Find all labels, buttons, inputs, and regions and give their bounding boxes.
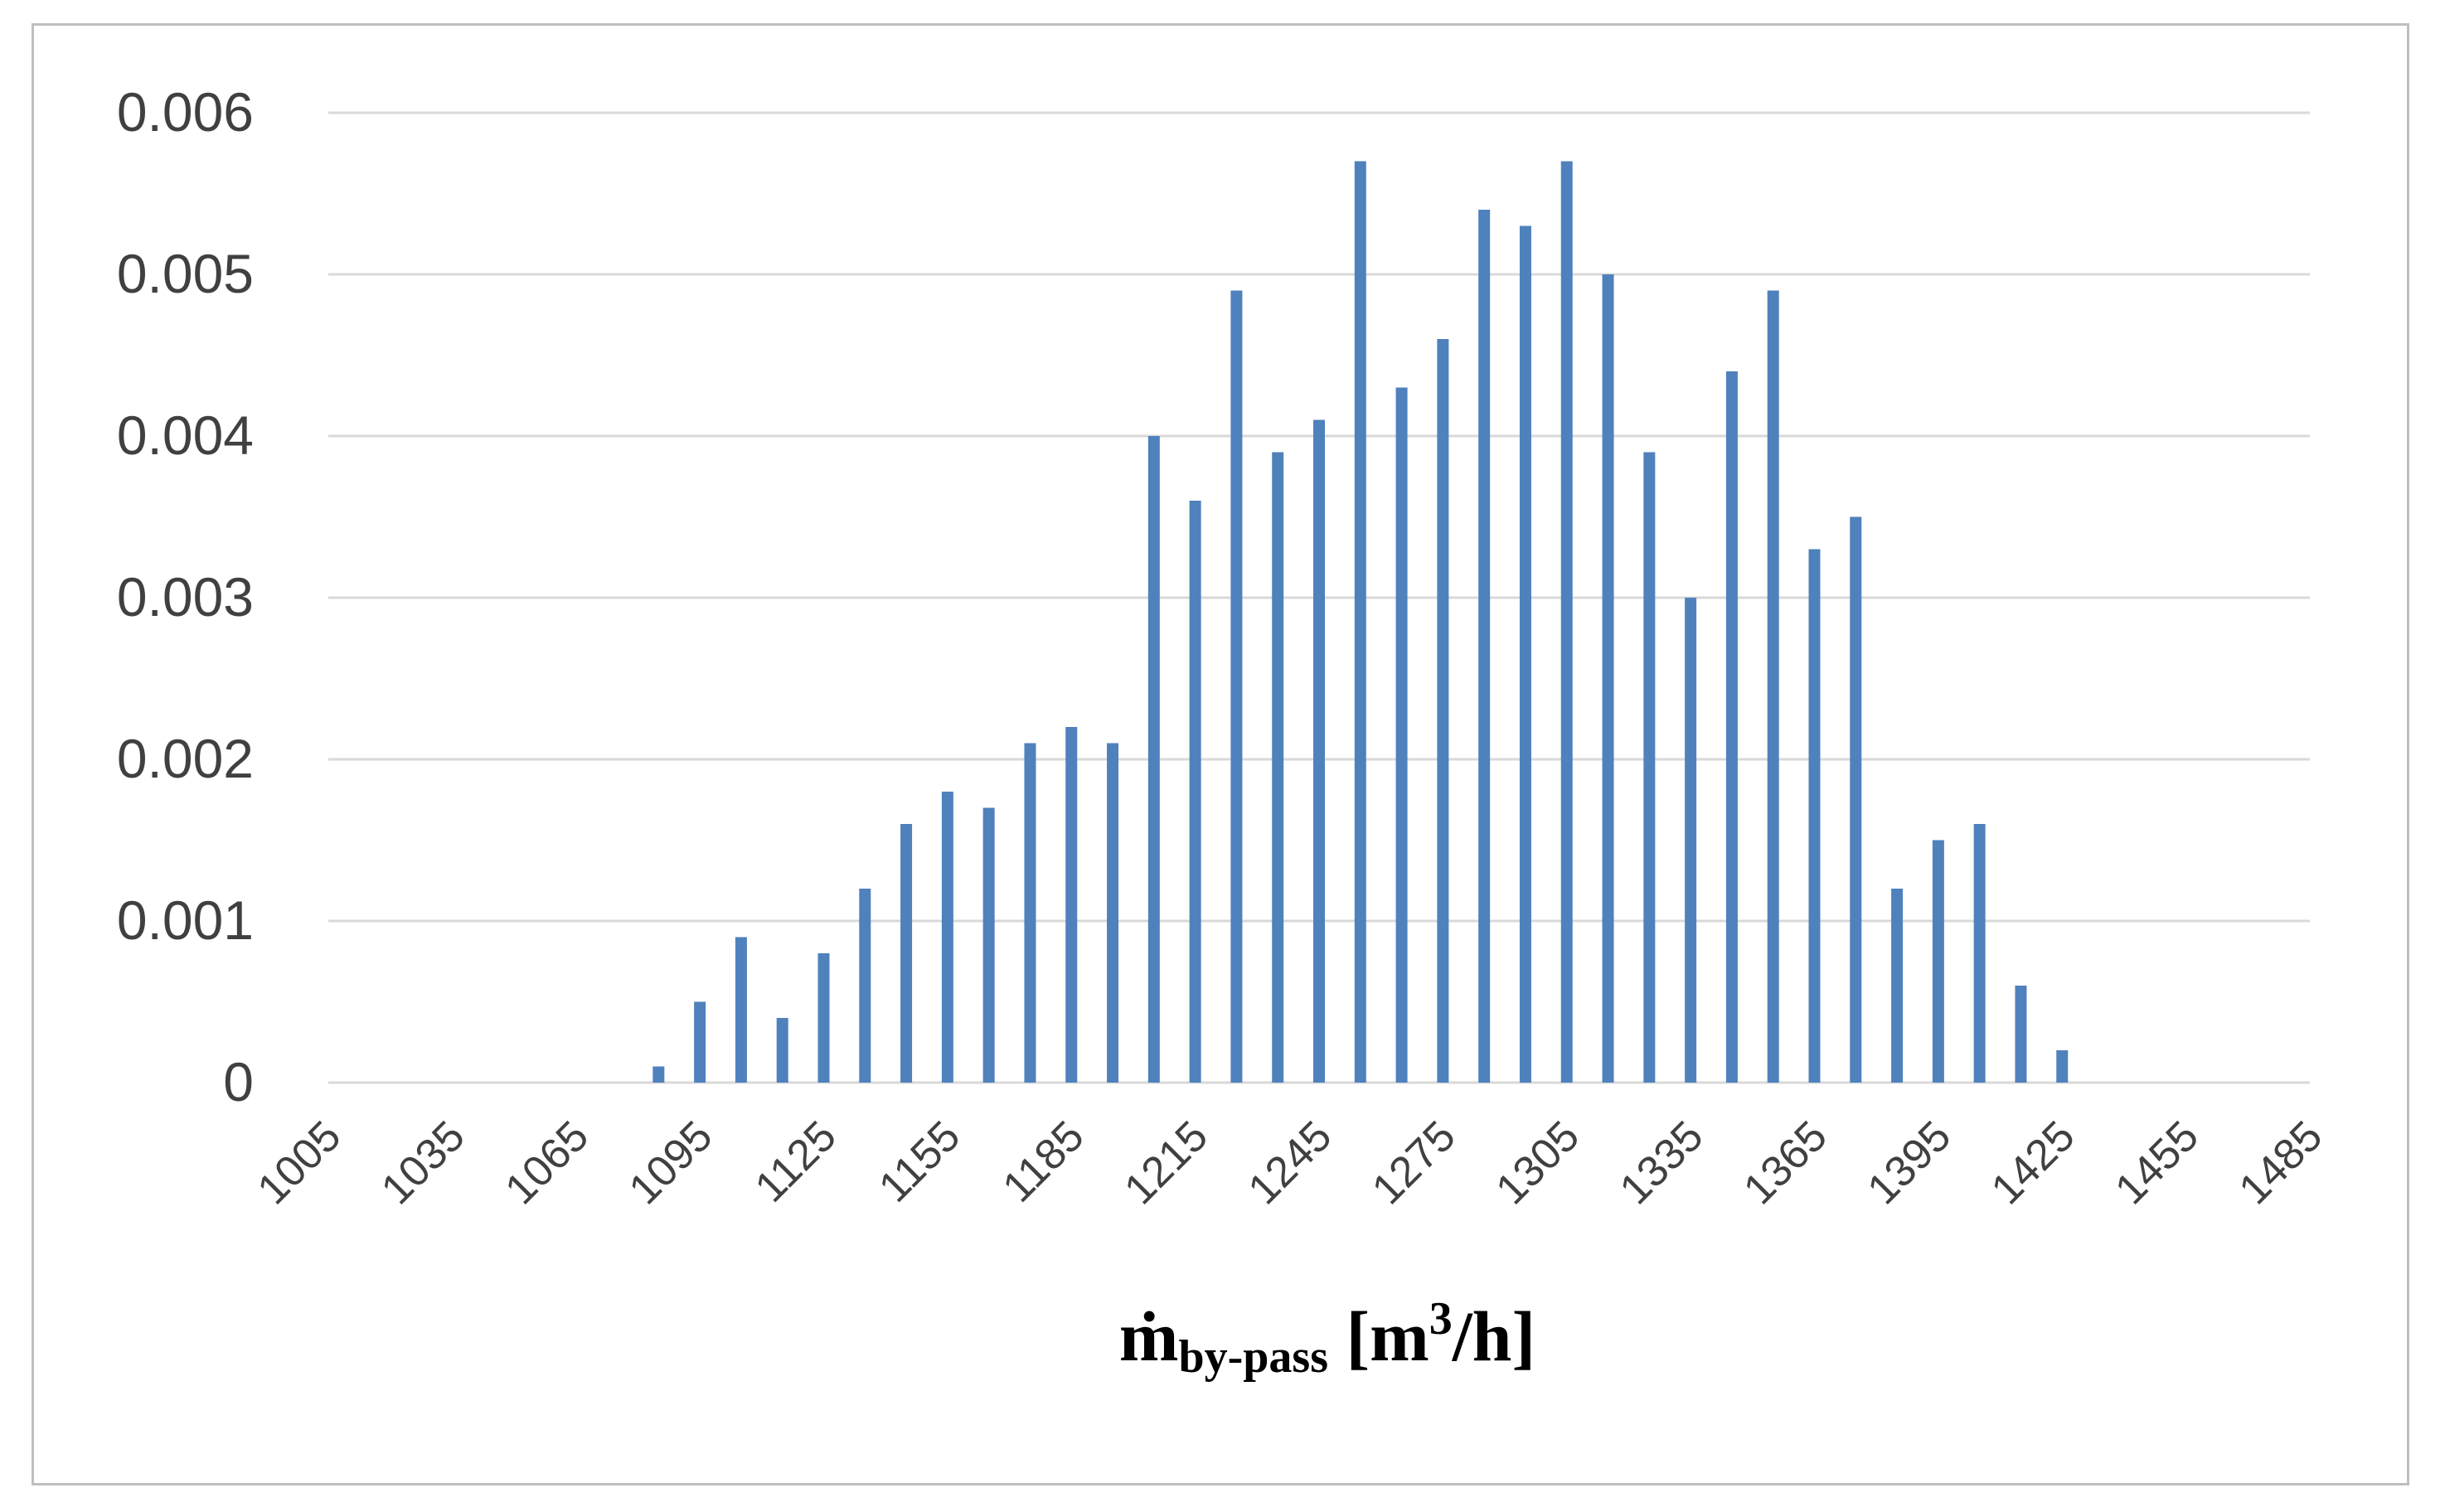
x-tick-label: 1455 (2106, 1112, 2208, 1214)
bar-1115 (776, 1018, 788, 1083)
x-label-main: ṁ (1119, 1296, 1179, 1376)
bar-1345 (1725, 371, 1738, 1083)
bar-1125 (817, 953, 830, 1083)
bar-1315 (1602, 274, 1614, 1083)
bar-1255 (1354, 161, 1366, 1083)
bar-1085 (652, 1066, 665, 1083)
x-tick-label: 1245 (1239, 1112, 1341, 1214)
bar-1215 (1189, 501, 1201, 1083)
x-tick-label: 1275 (1363, 1112, 1465, 1214)
y-tick-label: 0.003 (117, 566, 254, 628)
bar-1235 (1272, 452, 1284, 1083)
bar-1285 (1478, 210, 1491, 1083)
chart: 0 0.001 0.002 0.003 0.004 0.005 0.006 1005 1035… (117, 81, 2332, 1383)
chart-frame: 0 0.001 0.002 0.003 0.004 0.005 0.006 1005 1035… (32, 23, 2409, 1485)
y-tick-label: 0.005 (117, 243, 254, 304)
bar-1185 (1065, 727, 1078, 1083)
bar-1365 (1808, 549, 1821, 1083)
y-tick-label: 0.006 (117, 81, 254, 143)
bar-1325 (1643, 452, 1656, 1083)
y-tick-label: 0.001 (117, 889, 254, 951)
bar-1425 (2056, 1050, 2069, 1083)
bar-1175 (1024, 743, 1036, 1083)
x-label-unit-prefix: [m (1328, 1296, 1429, 1376)
bar-1155 (941, 792, 953, 1083)
x-tick-label: 1035 (372, 1112, 474, 1214)
x-tick-label: 1305 (1487, 1112, 1589, 1214)
x-tick-label: 1125 (746, 1112, 846, 1211)
x-tick-label: 1155 (870, 1112, 969, 1211)
y-tick-label: 0 (223, 1051, 254, 1112)
bar-1245 (1313, 419, 1325, 1083)
bar-1385 (1891, 889, 1904, 1083)
x-label-unit-suffix: /h] (1452, 1296, 1535, 1376)
x-tick-label: 1185 (994, 1112, 1094, 1211)
x-tick-label: 1215 (1115, 1112, 1217, 1214)
x-tick-label: 1335 (1611, 1112, 1713, 1214)
x-label-unit-superscript: 3 (1429, 1293, 1453, 1345)
bar-1165 (982, 807, 995, 1083)
bar-1205 (1147, 436, 1160, 1083)
bar-1275 (1437, 339, 1449, 1083)
x-tick-label: 1095 (620, 1112, 722, 1214)
bar-1415 (2015, 986, 2027, 1083)
bar-1225 (1230, 290, 1243, 1083)
bar-1135 (859, 889, 871, 1083)
bar-1105 (735, 937, 747, 1083)
y-tick-label: 0.004 (117, 405, 254, 466)
y-axis-ticks: 0 0.001 0.002 0.003 0.004 0.005 0.006 (117, 81, 254, 1112)
x-label-subscript: by-pass (1178, 1331, 1328, 1383)
bar-1355 (1767, 290, 1779, 1083)
bar-1405 (1973, 824, 1986, 1083)
bar-1335 (1685, 598, 1697, 1083)
bar-1195 (1107, 743, 1119, 1083)
bar-1145 (900, 824, 913, 1083)
x-axis-ticks: 1005 1035 1065 1095 1125 1155 1185 1215 1245 1275… (249, 1112, 2332, 1214)
bar-1305 (1560, 161, 1573, 1083)
x-axis-label: ṁby-pass [m3/h] (1119, 1293, 1535, 1383)
bars (652, 161, 2069, 1083)
x-tick-label: 1395 (1859, 1112, 1961, 1214)
bar-1375 (1850, 516, 1862, 1083)
x-tick-label: 1425 (1982, 1112, 2084, 1214)
bar-1265 (1395, 387, 1408, 1083)
x-tick-label: 1065 (496, 1112, 598, 1214)
bar-1295 (1519, 225, 1531, 1083)
bar-1095 (694, 1001, 706, 1083)
y-tick-label: 0.002 (117, 728, 254, 789)
x-tick-label: 1005 (249, 1112, 351, 1214)
bar-1395 (1932, 840, 1944, 1083)
x-tick-label: 1365 (1734, 1112, 1836, 1214)
x-tick-label: 1485 (2230, 1112, 2332, 1214)
